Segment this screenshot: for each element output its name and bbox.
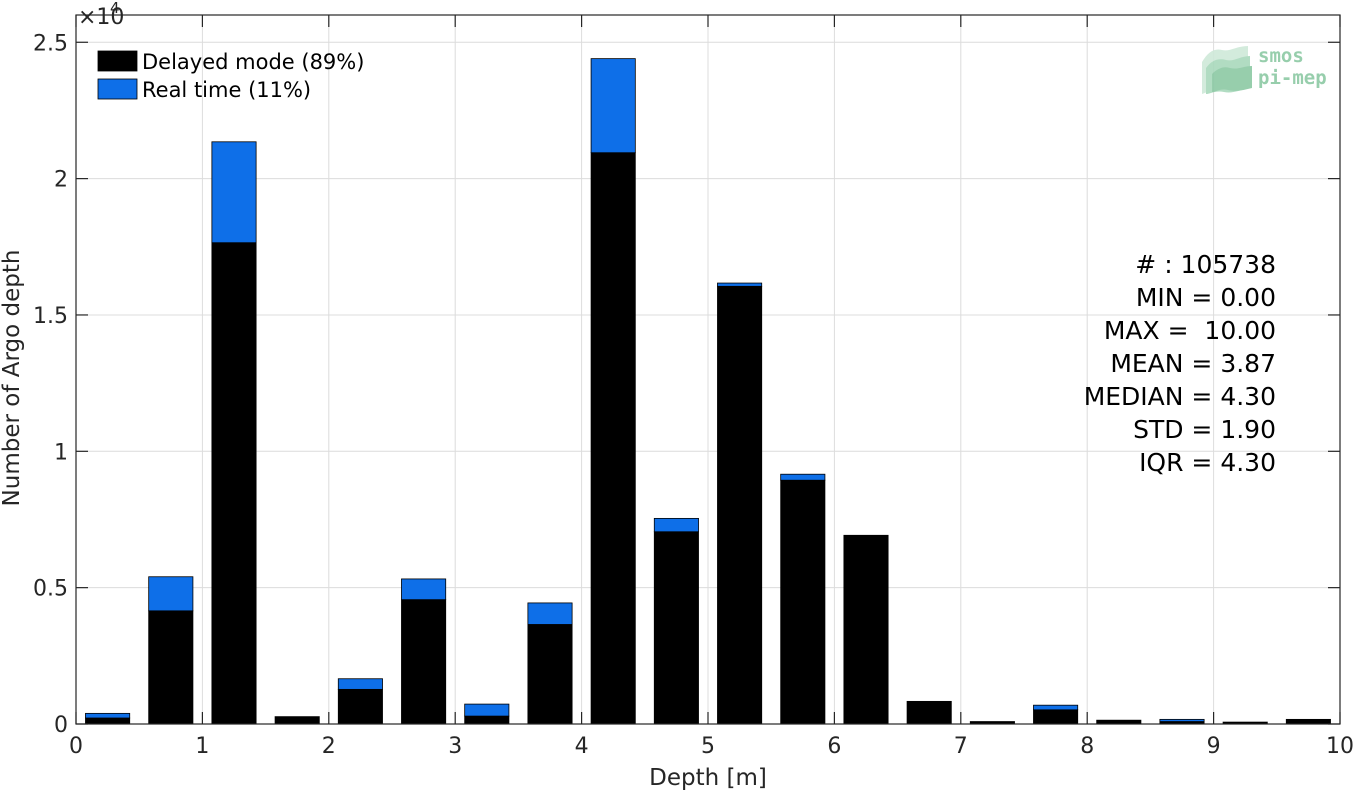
bar-delayed-mode <box>717 285 763 725</box>
x-tick-label: 2 <box>322 734 336 759</box>
bar-real-time <box>1033 704 1079 711</box>
y-exponent: ×10 4 <box>78 0 124 30</box>
legend-swatch-realtime <box>97 78 138 100</box>
bar-delayed-mode <box>653 531 699 725</box>
bar-delayed-mode <box>85 717 131 725</box>
bar-delayed-mode <box>1285 718 1331 725</box>
x-tick-label: 10 <box>1326 734 1354 759</box>
stat-iqr: IQR = 4.30 <box>1139 448 1276 477</box>
bar-delayed-mode <box>780 479 826 725</box>
bar-delayed-mode <box>274 716 320 725</box>
stat-count: # : 105738 <box>1135 250 1276 279</box>
stat-mean: MEAN = 3.87 <box>1110 349 1276 378</box>
bar-real-time <box>780 473 826 481</box>
logo-text-pimep: pi-mep <box>1258 67 1327 89</box>
x-tick-label: 7 <box>954 734 968 759</box>
stat-max: MAX = 10.00 <box>1104 316 1276 345</box>
legend: Delayed mode (89%) Real time (11%) <box>97 50 364 102</box>
bar-delayed-mode <box>337 688 383 725</box>
y-tick-label: 2.5 <box>33 31 68 56</box>
stat-median: MEDIAN = 4.30 <box>1084 382 1276 411</box>
bar-delayed-mode <box>1033 709 1079 725</box>
y-tick-label: 2 <box>54 168 68 193</box>
x-tick-label: 1 <box>195 734 209 759</box>
bar-real-time <box>85 712 131 719</box>
x-tick-label: 4 <box>575 734 589 759</box>
legend-swatch-delayed <box>97 50 138 72</box>
bar-real-time <box>148 576 194 612</box>
y-exponent-power: 4 <box>110 0 120 17</box>
bar-real-time <box>590 58 636 154</box>
bar-real-time <box>337 678 383 690</box>
x-tick-label: 5 <box>701 734 715 759</box>
legend-label-delayed: Delayed mode (89%) <box>142 50 364 74</box>
bar-delayed-mode <box>464 715 510 725</box>
y-tick-labels: 0 0.5 1 1.5 2 2.5 <box>33 31 68 738</box>
bar-real-time <box>211 141 257 244</box>
y-exponent-base: ×10 <box>78 5 124 30</box>
bar-real-time <box>653 517 699 533</box>
x-tick-label: 3 <box>448 734 462 759</box>
bars <box>85 58 1331 725</box>
x-tick-label: 9 <box>1207 734 1221 759</box>
stat-std: STD = 1.90 <box>1133 415 1276 444</box>
x-tick-label: 8 <box>1080 734 1094 759</box>
bar-delayed-mode <box>906 700 952 725</box>
bar-real-time <box>401 578 447 601</box>
bar-delayed-mode <box>590 152 636 725</box>
bar-delayed-mode <box>401 599 447 725</box>
bar-delayed-mode <box>843 534 889 725</box>
bar-delayed-mode <box>211 242 257 725</box>
y-axis-label: Number of Argo depth <box>0 250 25 507</box>
smos-pimep-logo: smos pi-mep <box>1202 45 1327 94</box>
bar-delayed-mode <box>527 624 573 725</box>
x-axis-label: Depth [m] <box>649 765 767 791</box>
logo-text-smos: smos <box>1258 45 1304 67</box>
y-tick-label: 1.5 <box>33 304 68 329</box>
y-tick-label: 1 <box>54 440 68 465</box>
bar-real-time <box>464 703 510 717</box>
bar-delayed-mode <box>148 610 194 725</box>
statistics-annotation: # : 105738 MIN = 0.00 MAX = 10.00 MEAN =… <box>1084 250 1276 477</box>
legend-label-realtime: Real time (11%) <box>142 78 311 102</box>
bar-real-time <box>527 602 573 625</box>
y-tick-label: 0.5 <box>33 577 68 602</box>
tick-marks <box>75 15 1341 725</box>
bar-real-time <box>717 282 763 287</box>
logo-waves-icon <box>1202 46 1252 94</box>
x-tick-labels: 0 1 2 3 4 5 6 7 8 9 10 <box>69 734 1354 759</box>
x-tick-label: 0 <box>69 734 83 759</box>
stat-min: MIN = 0.00 <box>1136 283 1276 312</box>
x-tick-label: 6 <box>827 734 841 759</box>
bar-real-time <box>1159 718 1205 722</box>
y-tick-label: 0 <box>54 713 68 738</box>
